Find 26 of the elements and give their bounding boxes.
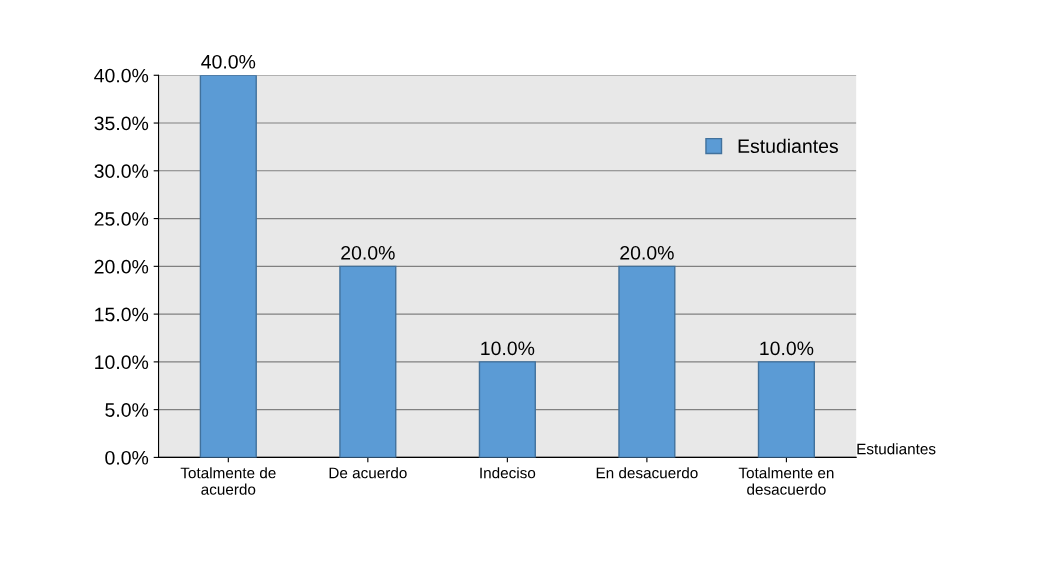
y-tick-label: 40.0%	[94, 68, 149, 83]
x-tick-label: Totalmente en desacuerdo	[738, 467, 834, 495]
data-label: 20.0%	[620, 245, 674, 260]
y-tick-label: 20.0%	[94, 259, 149, 274]
y-tick-label: 30.0%	[94, 164, 149, 179]
text: Estudiantes	[857, 443, 936, 455]
bar	[757, 361, 816, 458]
y-tick-label: 35.0%	[94, 116, 149, 131]
legend-label: Estudiantes	[738, 138, 838, 154]
y-tick-label: 0.0%	[105, 450, 149, 465]
y-tick-label: 5.0%	[105, 403, 149, 417]
data-label: 20.0%	[341, 245, 395, 260]
y-tick-label: 25.0%	[94, 212, 149, 226]
bar	[478, 361, 536, 458]
data-label: 10.0%	[760, 341, 814, 356]
x-tick-label: Totalmente de acuerdo	[180, 467, 276, 495]
data-label: 10.0%	[481, 341, 535, 356]
y-tick-label: 15.0%	[95, 307, 149, 322]
bar	[199, 75, 257, 458]
x-tick-label: De acuerdo	[329, 467, 407, 479]
y-tick-label: 10.0%	[95, 355, 149, 370]
bar	[339, 265, 397, 458]
x-tick-label: En desacuerdo	[596, 467, 698, 479]
bar	[618, 265, 676, 458]
x-tick-label: Indeciso	[480, 467, 536, 479]
data-label: 40.0%	[201, 54, 256, 69]
